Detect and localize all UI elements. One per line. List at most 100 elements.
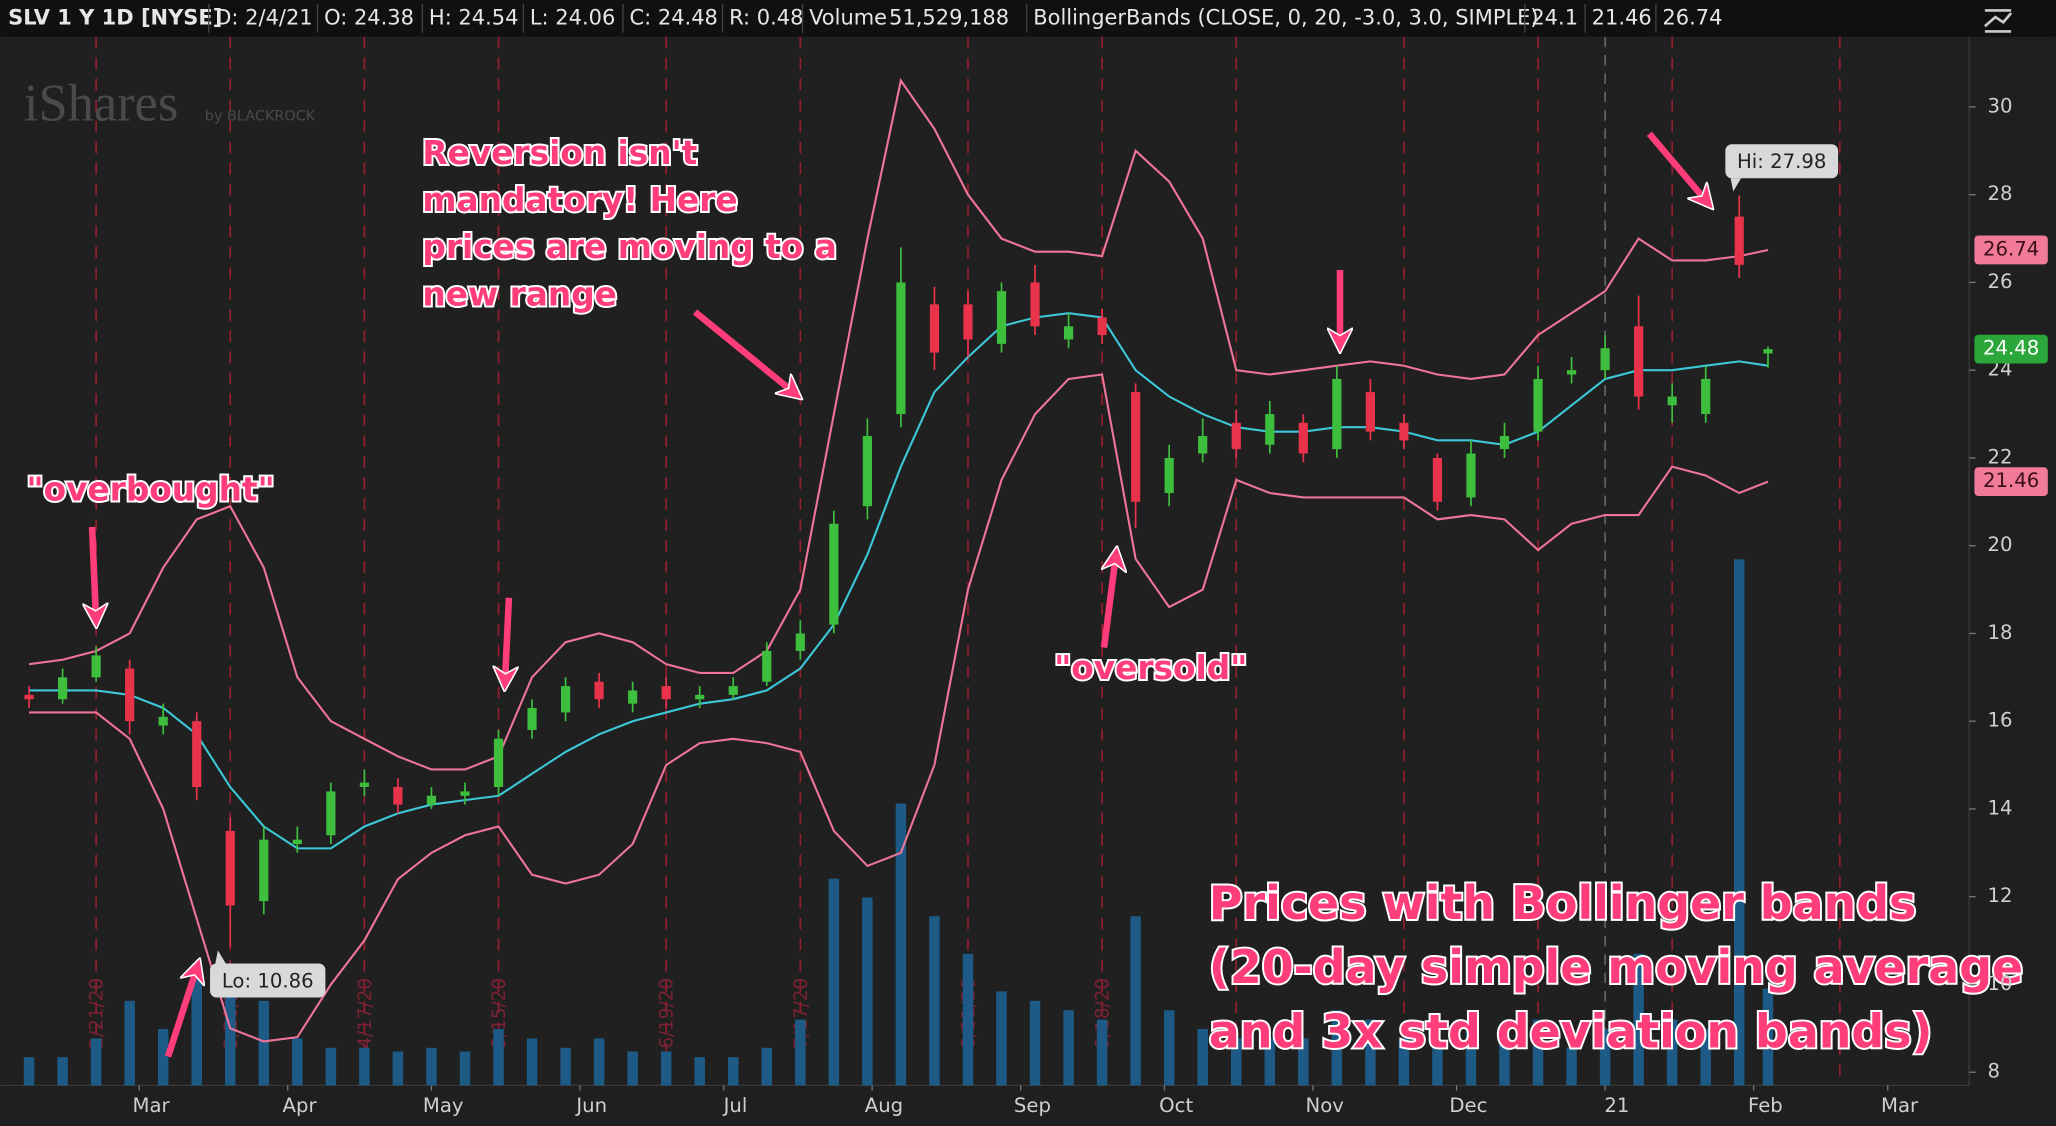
callout-text: Hi: 27.98 bbox=[1737, 150, 1826, 173]
candle-body bbox=[1763, 349, 1773, 354]
candle-body bbox=[24, 694, 34, 700]
candle-body bbox=[125, 668, 135, 722]
lower-band bbox=[29, 373, 1769, 1043]
candle-body bbox=[359, 782, 369, 788]
header-item: L: 24.06 bbox=[530, 5, 615, 29]
volume-bar bbox=[1599, 1028, 1611, 1086]
candle-body bbox=[326, 791, 336, 836]
candle-body bbox=[929, 304, 940, 353]
header-item: 21.46 bbox=[1592, 5, 1652, 29]
volume-bar bbox=[1532, 1019, 1544, 1086]
candle-body bbox=[862, 435, 872, 507]
volume-bar bbox=[1398, 1038, 1410, 1086]
header-item: Volume bbox=[809, 5, 887, 29]
logo: iShares bbox=[24, 75, 178, 133]
logo-byline: by BLACKROCK bbox=[205, 109, 316, 125]
header-item: 26.74 bbox=[1662, 5, 1722, 29]
upper-band bbox=[28, 78, 1769, 771]
volume-bar bbox=[57, 1057, 68, 1086]
candle-body bbox=[996, 291, 1007, 344]
candle-body bbox=[1198, 435, 1208, 454]
y-tick-label: 8 bbox=[1988, 1060, 2001, 1083]
x-tick-label: Apr bbox=[283, 1094, 318, 1117]
candle-body bbox=[1399, 422, 1409, 441]
candle-body bbox=[560, 686, 571, 713]
y-tick-label: 18 bbox=[1988, 621, 2013, 644]
hi-callout: Hi: 27.98 bbox=[1725, 144, 1839, 192]
candle-body bbox=[259, 839, 269, 902]
volume-bar bbox=[292, 1038, 303, 1086]
menu-icon[interactable] bbox=[1984, 9, 2013, 33]
header-item: C: 24.48 bbox=[630, 5, 718, 29]
volume-bar bbox=[1465, 1028, 1477, 1086]
volume-bar bbox=[761, 1047, 773, 1086]
x-tick-label: Oct bbox=[1159, 1094, 1193, 1117]
candle-body bbox=[1030, 282, 1040, 327]
candle-body bbox=[1231, 422, 1241, 450]
candle-body bbox=[762, 650, 772, 682]
volume-bar bbox=[1762, 988, 1774, 1086]
annotation: new range bbox=[422, 275, 617, 313]
y-tick-label: 16 bbox=[1988, 709, 2013, 732]
volume-bar bbox=[426, 1047, 437, 1086]
volume-bar bbox=[258, 1000, 270, 1086]
volume-bar bbox=[1331, 1010, 1343, 1086]
x-tick-label: Jul bbox=[722, 1094, 748, 1117]
y-tick-label: 10 bbox=[1988, 972, 2013, 995]
candle-body bbox=[1432, 457, 1443, 502]
header-item: D: 2/4/21 bbox=[215, 5, 312, 29]
volume-bar bbox=[660, 1051, 672, 1086]
candle-body bbox=[1634, 326, 1644, 397]
volume-bar bbox=[728, 1057, 739, 1086]
candle-body bbox=[426, 795, 437, 805]
volume-bar bbox=[90, 1038, 102, 1086]
caption: and 3x std deviation bands) bbox=[1209, 1004, 1933, 1058]
price-tag bbox=[1974, 235, 2048, 265]
volume-bar bbox=[1163, 1010, 1175, 1086]
volume-bar bbox=[627, 1051, 638, 1086]
candle-body bbox=[1332, 378, 1342, 450]
volume-bar bbox=[1733, 559, 1745, 1086]
x-tick-label: Dec bbox=[1449, 1094, 1487, 1117]
y-tick-label: 26 bbox=[1988, 270, 2013, 293]
header-item: 24.1 bbox=[1531, 5, 1578, 29]
candle-body bbox=[661, 686, 671, 700]
annotation: Reversion isn't bbox=[422, 134, 697, 172]
header: SLV 1 Y 1D [NYSE]D: 2/4/21 O: 24.38 H: 24.… bbox=[8, 3, 1722, 33]
y-tick-label: 14 bbox=[1988, 796, 2013, 819]
header-item: R: 0.48 bbox=[729, 5, 803, 29]
plot-area bbox=[0, 36, 1970, 1086]
volume-bar bbox=[795, 1019, 806, 1086]
y-tick-label: 22 bbox=[1988, 445, 2013, 468]
volume-bar bbox=[23, 1057, 35, 1086]
price-tag bbox=[1974, 334, 2048, 364]
candle-body bbox=[1365, 392, 1375, 432]
header-item: O: 24.38 bbox=[324, 5, 414, 29]
candle-body bbox=[1466, 453, 1476, 498]
price-tag bbox=[1974, 467, 2048, 497]
volume-bar bbox=[1633, 953, 1644, 1086]
volume-bar bbox=[1499, 1038, 1510, 1086]
candle-body bbox=[57, 677, 68, 700]
x-tick-label: Aug bbox=[865, 1094, 903, 1117]
annotation: "oversold" bbox=[1054, 649, 1247, 687]
volume-bar bbox=[1298, 1038, 1309, 1086]
x-tick-label: Sep bbox=[1014, 1094, 1051, 1117]
candle-body bbox=[1600, 348, 1610, 371]
price-tag-label: 26.74 bbox=[1983, 237, 2039, 260]
annotation: mandatory! Here bbox=[422, 181, 737, 219]
candle-body bbox=[829, 523, 839, 625]
candle-body bbox=[896, 282, 906, 415]
candle-body bbox=[628, 690, 638, 704]
x-tick-label: Mar bbox=[132, 1094, 170, 1117]
volume-bar bbox=[1566, 1047, 1577, 1086]
candle-body bbox=[91, 655, 101, 678]
volume-bar bbox=[1700, 1028, 1711, 1086]
volume-bar bbox=[1197, 1028, 1208, 1086]
candle-body bbox=[1734, 216, 1744, 265]
volume-bar bbox=[895, 803, 907, 1086]
candle-body bbox=[493, 738, 504, 788]
caption: Prices with Bollinger bands bbox=[1209, 876, 1916, 930]
